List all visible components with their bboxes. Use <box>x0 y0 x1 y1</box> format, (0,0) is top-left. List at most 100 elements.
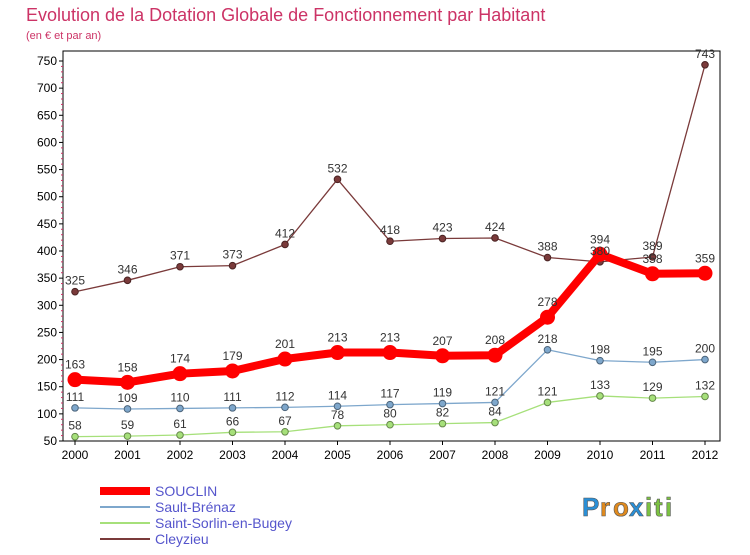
legend-label: Cleyzieu <box>155 531 209 547</box>
data-point <box>228 261 237 270</box>
y-tick-label: 350 <box>37 271 57 285</box>
data-point <box>71 404 79 412</box>
x-tick-label: 2001 <box>114 448 141 462</box>
data-point <box>120 374 135 390</box>
data-point <box>543 253 552 262</box>
data-point <box>176 431 184 439</box>
data-point <box>123 405 132 413</box>
data-label: 67 <box>278 414 292 428</box>
data-label: 129 <box>642 380 662 394</box>
data-label: 58 <box>68 419 82 433</box>
data-label: 119 <box>433 386 452 400</box>
y-tick-label: 650 <box>37 108 57 122</box>
data-point <box>491 418 499 427</box>
data-point <box>543 398 552 407</box>
data-point <box>701 61 709 69</box>
data-label: 78 <box>331 408 345 422</box>
data-label: 111 <box>66 390 85 404</box>
data-point <box>697 265 713 281</box>
y-tick-label: 750 <box>37 54 57 68</box>
logo-letter: P <box>582 492 599 522</box>
data-point <box>228 404 237 412</box>
legend-label: Sault-Brénaz <box>155 499 236 515</box>
data-label: 66 <box>226 414 240 428</box>
data-label: 418 <box>380 223 400 237</box>
y-tick-label: 300 <box>37 298 57 312</box>
data-label: 200 <box>695 342 715 356</box>
legend-label: Saint-Sorlin-en-Bugey <box>155 515 292 531</box>
series-layer <box>67 61 713 441</box>
x-tick-label: 2006 <box>377 448 404 462</box>
data-point <box>333 422 342 430</box>
data-label: 394 <box>590 232 610 246</box>
data-label: 213 <box>380 331 400 345</box>
data-point <box>435 348 450 364</box>
data-point <box>592 246 608 262</box>
y-tick-label: 550 <box>37 163 57 177</box>
data-label: 198 <box>590 343 610 357</box>
data-point <box>281 403 289 412</box>
data-point <box>438 419 447 428</box>
data-label: 121 <box>537 384 557 398</box>
data-label: 111 <box>223 390 242 404</box>
data-labels-layer: 325 346 371 373 412 532 418 423 424 388 380 389 743 5… <box>65 47 715 433</box>
logo-letter: r <box>600 492 610 522</box>
x-tick-label: 2000 <box>62 448 89 462</box>
data-label: 158 <box>117 360 137 374</box>
data-label: 195 <box>642 344 662 358</box>
data-point <box>487 347 503 363</box>
legend: SOUCLINSault-BrénazSaint-Sorlin-en-Bugey… <box>100 483 292 547</box>
data-label: 218 <box>537 332 557 346</box>
data-point <box>596 356 604 365</box>
data-point <box>277 351 293 367</box>
x-tick-label: 2010 <box>587 448 614 462</box>
data-point <box>176 262 184 271</box>
data-label: 121 <box>485 384 505 398</box>
logo-letter: x <box>629 492 644 522</box>
data-label: 278 <box>537 295 557 309</box>
x-tick-label: 2003 <box>219 448 246 462</box>
y-tick-label: 400 <box>37 244 57 258</box>
data-label: 133 <box>590 378 610 392</box>
data-label: 207 <box>432 334 452 348</box>
data-point <box>67 372 83 388</box>
data-point <box>71 432 79 441</box>
x-tick-label: 2009 <box>534 448 561 462</box>
data-point <box>228 428 237 437</box>
data-label: 174 <box>170 352 190 366</box>
logo-letter: i <box>645 492 652 522</box>
data-point <box>645 266 660 282</box>
y-tick-label: 600 <box>37 135 57 149</box>
chart-title: Evolution de la Dotation Globale de Fonc… <box>26 5 545 25</box>
data-label: 84 <box>488 405 502 419</box>
data-label: 61 <box>173 417 187 431</box>
logo-letter: t <box>654 492 663 522</box>
data-point <box>225 363 240 379</box>
y-tick-label: 50 <box>44 434 58 448</box>
logo-letter: o <box>613 492 629 522</box>
data-label: 423 <box>432 221 452 235</box>
x-tick-label: 2004 <box>272 448 299 462</box>
data-label: 424 <box>485 220 505 234</box>
data-label: 208 <box>485 333 505 347</box>
data-point <box>438 234 447 243</box>
data-label: 346 <box>117 262 137 276</box>
legend-label: SOUCLIN <box>155 483 217 499</box>
data-label: 132 <box>695 378 715 392</box>
data-point <box>701 355 709 364</box>
data-point <box>71 287 79 296</box>
data-label: 358 <box>642 252 662 266</box>
data-point <box>123 432 132 440</box>
y-tick-label: 100 <box>37 407 57 421</box>
data-point <box>701 392 709 401</box>
y-tick-label: 450 <box>37 217 57 231</box>
data-point <box>281 240 289 249</box>
data-point <box>648 358 657 367</box>
data-label: 163 <box>65 358 85 372</box>
data-label: 743 <box>695 47 715 61</box>
data-point <box>438 399 447 408</box>
